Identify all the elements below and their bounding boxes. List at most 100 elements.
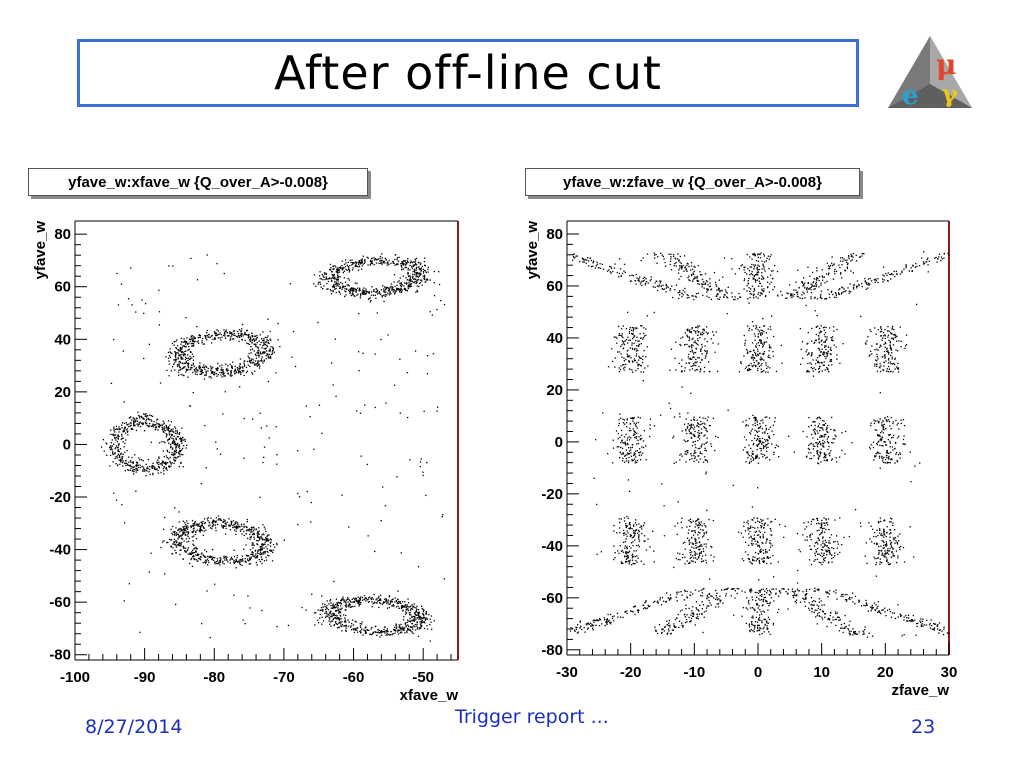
scatter-point bbox=[681, 455, 683, 457]
scatter-point bbox=[161, 441, 163, 443]
scatter-point bbox=[152, 424, 154, 427]
scatter-point bbox=[419, 263, 422, 266]
scatter-point bbox=[396, 626, 398, 628]
scatter-point bbox=[362, 290, 364, 292]
scatter-point bbox=[148, 571, 150, 573]
scatter-point bbox=[192, 359, 195, 361]
scatter-point bbox=[356, 627, 358, 629]
scatter-point bbox=[189, 369, 191, 371]
scatter-point bbox=[210, 517, 212, 519]
scatter-point bbox=[222, 369, 224, 371]
scatter-point bbox=[330, 607, 333, 609]
scatter-point bbox=[184, 534, 186, 536]
scatter-point bbox=[633, 433, 635, 435]
scatter-point bbox=[672, 629, 674, 631]
scatter-point bbox=[336, 279, 338, 281]
scatter-point bbox=[693, 270, 695, 272]
scatter-point bbox=[252, 555, 254, 557]
scatter-point bbox=[332, 384, 334, 386]
scatter-point bbox=[211, 342, 213, 344]
scatter-point bbox=[135, 429, 138, 432]
scatter-point bbox=[352, 262, 354, 264]
scatter-point bbox=[718, 598, 720, 600]
scatter-point bbox=[243, 523, 245, 525]
scatter-point bbox=[698, 521, 700, 523]
scatter-point bbox=[197, 340, 199, 342]
scatter-point bbox=[113, 435, 115, 437]
scatter-point bbox=[426, 278, 429, 280]
scatter-point bbox=[673, 625, 675, 627]
scatter-point bbox=[170, 352, 172, 354]
scatter-point bbox=[201, 523, 203, 525]
scatter-point bbox=[414, 278, 416, 280]
scatter-point bbox=[158, 311, 161, 313]
scatter-point bbox=[375, 599, 377, 601]
scatter-point bbox=[762, 265, 764, 267]
scatter-point bbox=[625, 552, 627, 554]
scatter-point bbox=[642, 440, 645, 442]
scatter-point bbox=[122, 462, 124, 464]
scatter-point bbox=[237, 372, 240, 374]
scatter-point bbox=[235, 561, 237, 563]
scatter-point bbox=[708, 424, 711, 427]
logo-gamma: γ bbox=[942, 79, 958, 108]
scatter-point bbox=[112, 452, 114, 454]
scatter-point bbox=[693, 364, 695, 366]
scatter-point bbox=[368, 629, 370, 631]
scatter-point bbox=[327, 609, 330, 611]
scatter-point bbox=[392, 286, 394, 288]
scatter-point bbox=[239, 526, 241, 528]
scatter-point bbox=[114, 434, 116, 436]
scatter-point bbox=[124, 462, 126, 465]
scatter-point bbox=[246, 518, 248, 521]
scatter-point bbox=[263, 360, 265, 362]
scatter-point bbox=[690, 331, 692, 334]
scatter-point bbox=[678, 269, 680, 271]
scatter-point bbox=[393, 262, 395, 264]
scatter-point bbox=[109, 447, 111, 449]
scatter-point bbox=[689, 542, 691, 544]
scatter-point bbox=[250, 336, 252, 338]
scatter-point bbox=[631, 333, 634, 335]
scatter-point bbox=[606, 618, 608, 620]
scatter-point bbox=[384, 262, 386, 264]
scatter-point bbox=[703, 587, 705, 590]
scatter-point bbox=[170, 428, 173, 431]
scatter-point bbox=[645, 278, 647, 280]
scatter-point bbox=[340, 599, 343, 601]
scatter-point bbox=[178, 350, 180, 352]
scatter-point bbox=[399, 285, 402, 287]
scatter-point bbox=[755, 279, 757, 282]
scatter-point bbox=[259, 412, 261, 414]
scatter-point bbox=[423, 277, 425, 280]
scatter-point bbox=[261, 553, 263, 555]
scatter-point bbox=[393, 629, 395, 631]
scatter-point bbox=[257, 364, 259, 367]
scatter-point bbox=[387, 261, 389, 263]
scatter-point bbox=[160, 471, 162, 474]
scatter-point bbox=[701, 558, 703, 560]
scatter-point bbox=[117, 450, 119, 452]
scatter-point bbox=[270, 339, 272, 341]
scatter-point bbox=[359, 598, 361, 600]
scatter-point bbox=[632, 371, 634, 373]
scatter-point bbox=[575, 255, 577, 257]
scatter-point bbox=[204, 374, 206, 376]
scatter-point bbox=[155, 469, 157, 471]
scatter-point bbox=[235, 567, 237, 569]
scatter-point bbox=[179, 432, 181, 434]
scatter-point bbox=[261, 347, 263, 349]
scatter-point bbox=[689, 358, 692, 360]
scatter-point bbox=[349, 288, 351, 291]
scatter-point bbox=[165, 464, 167, 466]
scatter-point bbox=[125, 464, 127, 467]
scatter-point bbox=[638, 436, 640, 438]
scatter-point bbox=[362, 293, 364, 295]
scatter-point bbox=[705, 610, 707, 612]
scatter-point bbox=[681, 296, 683, 298]
scatter-point bbox=[628, 339, 630, 341]
scatter-point bbox=[724, 294, 726, 296]
scatter-point bbox=[702, 536, 704, 538]
scatter-point bbox=[225, 559, 228, 561]
scatter-point bbox=[230, 558, 232, 560]
